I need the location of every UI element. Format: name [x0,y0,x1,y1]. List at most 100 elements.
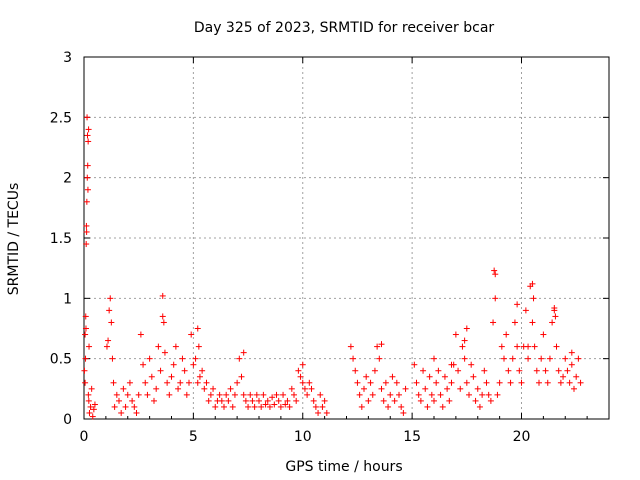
data-point [444,385,451,392]
data-point [396,391,402,398]
data-point [420,367,427,374]
data-point [441,373,448,380]
data-point [275,397,282,404]
data-point [116,397,122,404]
data-point [118,409,125,416]
data-point [352,367,359,374]
data-point [256,397,262,404]
data-point [203,379,210,386]
data-point [301,385,308,392]
data-point [428,391,435,398]
data-point [186,379,192,386]
data-point [562,355,569,362]
data-point [212,403,219,410]
data-point [240,349,247,356]
data-point [168,373,175,380]
data-point [385,403,392,410]
data-point [151,397,157,404]
data-points [81,114,584,420]
data-point [505,367,512,374]
data-point [245,403,252,410]
data-point [560,373,567,380]
data-point [455,367,462,374]
data-point [350,355,357,362]
data-point [525,343,532,350]
data-point [531,343,538,350]
axis-ticks: 0 5 10 15 20 0 0.5 1 1.5 2 2.5 3 [50,50,609,445]
data-point [82,355,89,362]
data-point [234,379,241,386]
data-point [413,379,420,386]
data-point [446,397,453,404]
data-point [247,391,254,398]
data-point [144,391,151,398]
data-point [103,343,110,350]
data-point [378,385,385,392]
data-point [459,343,466,350]
data-point [84,132,91,139]
data-point [181,367,188,374]
data-point [85,138,92,145]
data-point [483,379,490,386]
data-point [146,355,153,362]
y-tick-label: 0 [63,412,72,428]
data-point [83,228,90,235]
data-point [249,397,256,404]
data-point [82,313,89,320]
data-point [431,397,437,404]
data-point [124,391,131,398]
data-point [481,367,488,374]
data-point [378,341,385,348]
data-point [90,406,97,413]
data-point [525,355,532,362]
y-tick-label: 3 [63,50,72,66]
data-point [291,391,297,398]
data-point [315,409,322,416]
data-point [299,361,306,368]
data-point [400,409,407,416]
data-point [201,385,208,392]
data-point [457,385,464,392]
data-point [142,379,149,386]
data-point [564,367,571,374]
data-point [498,343,505,350]
data-point [571,385,577,392]
data-point [516,367,523,374]
data-point [393,379,400,386]
data-point [83,241,90,248]
data-point [273,391,280,398]
data-point [354,379,361,386]
data-point [494,391,501,398]
data-point [251,403,258,410]
data-point [135,391,142,398]
data-point [293,397,300,404]
data-point [205,397,212,404]
data-point [110,379,117,386]
x-tick-label: 20 [513,429,531,445]
data-point [573,373,580,380]
x-tick-label: 10 [294,429,312,445]
data-point [530,295,537,302]
data-point [84,174,91,181]
data-point [210,385,217,392]
data-point [487,397,494,404]
data-point [82,325,89,332]
data-point [192,355,199,362]
data-point [376,355,383,362]
data-point [284,397,291,404]
x-tick-label: 15 [403,429,421,445]
data-point [105,337,112,344]
data-point [153,385,160,392]
data-point [575,355,582,362]
data-point [474,385,481,392]
data-point [358,403,365,410]
data-point [544,379,551,386]
data-point [129,397,136,404]
data-point [140,361,147,368]
data-point [417,397,424,404]
data-point [518,379,525,386]
data-point [491,267,498,274]
data-point [161,349,168,356]
data-point [190,361,197,368]
data-point [122,403,129,410]
